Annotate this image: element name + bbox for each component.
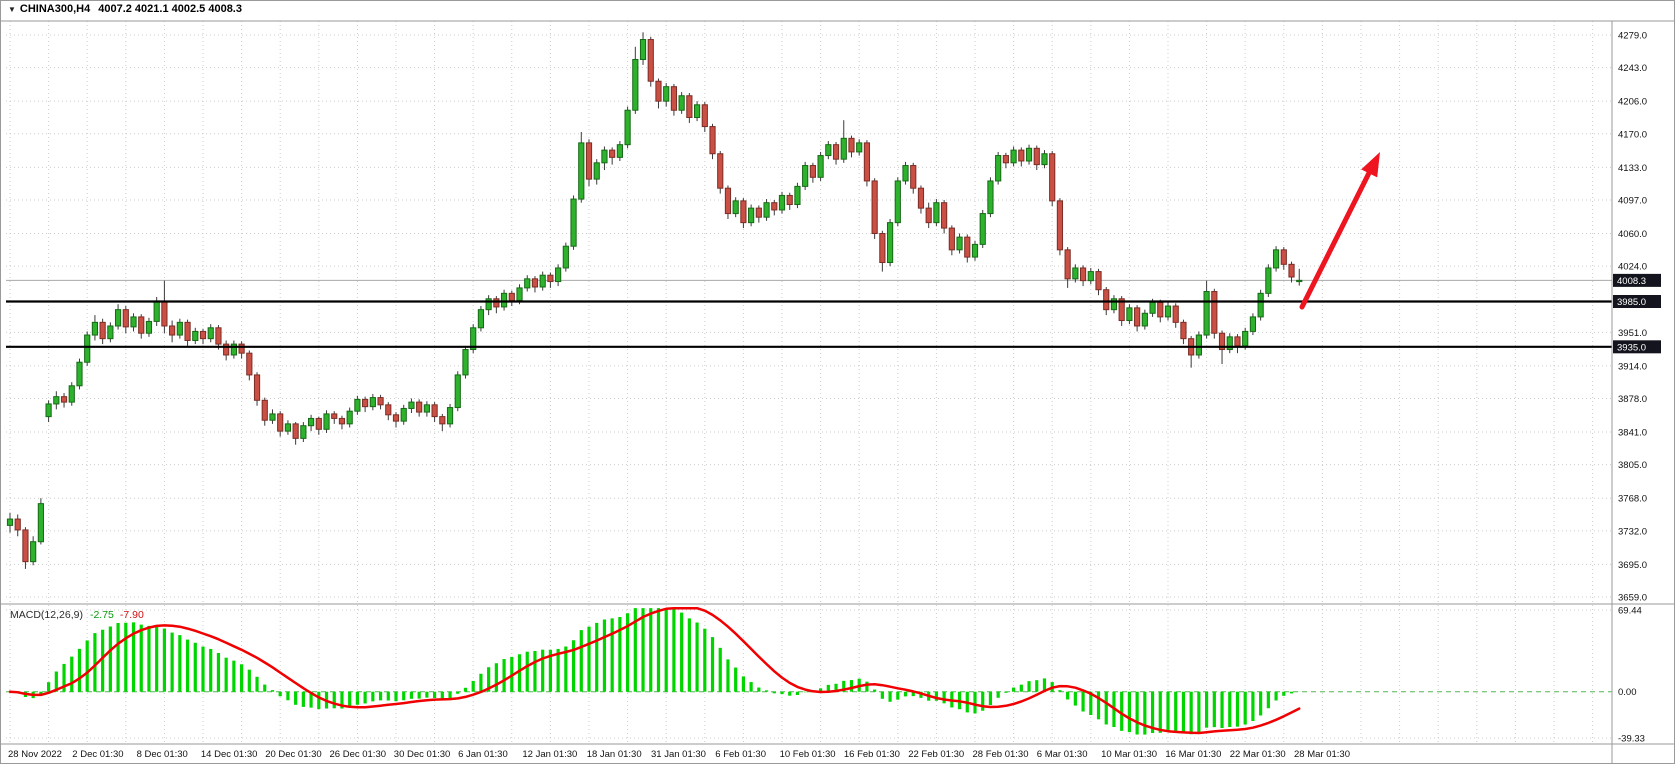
svg-text:16 Feb 01:30: 16 Feb 01:30 xyxy=(844,749,900,760)
macd-indicator-label: MACD(12,26,9) -2.75 -7.90 xyxy=(10,609,144,621)
level-price-badge-2: 3935.0 xyxy=(1613,340,1661,354)
svg-text:4243.0: 4243.0 xyxy=(1618,63,1647,74)
horizontal-level-lines[interactable] xyxy=(6,300,1612,348)
svg-text:-39.33: -39.33 xyxy=(1618,734,1645,745)
svg-text:26 Dec 01:30: 26 Dec 01:30 xyxy=(330,749,387,760)
svg-text:3841.0: 3841.0 xyxy=(1618,428,1647,439)
svg-text:22 Mar 01:30: 22 Mar 01:30 xyxy=(1230,749,1286,760)
current-price-badge: 4008.3 xyxy=(1613,273,1661,287)
trend-arrow[interactable] xyxy=(1299,152,1380,310)
svg-text:4206.0: 4206.0 xyxy=(1618,97,1647,108)
candles xyxy=(6,32,1303,569)
svg-text:28 Mar 01:30: 28 Mar 01:30 xyxy=(1294,749,1350,760)
svg-text:0.00: 0.00 xyxy=(1618,687,1637,698)
svg-text:3935.0: 3935.0 xyxy=(1617,342,1646,353)
macd-histogram xyxy=(16,608,1301,735)
svg-text:3985.0: 3985.0 xyxy=(1617,297,1646,308)
chart-title: ▼ CHINA300,H4 4007.2 4021.1 4002.5 4008.3 xyxy=(8,3,242,15)
svg-text:18 Jan 01:30: 18 Jan 01:30 xyxy=(587,749,642,760)
macd-signal-line xyxy=(8,606,1301,735)
svg-text:3768.0: 3768.0 xyxy=(1618,494,1647,505)
svg-text:3914.0: 3914.0 xyxy=(1618,361,1647,372)
svg-text:MACD(12,26,9)-2.75-7.90: MACD(12,26,9) -2.75 -7.90 xyxy=(10,609,144,621)
time-axis[interactable]: 28 Nov 2022 2 Dec 01:30 8 Dec 01:30 14 Dec … xyxy=(8,749,1350,760)
svg-text:12 Jan 01:30: 12 Jan 01:30 xyxy=(522,749,577,760)
svg-text:3951.0: 3951.0 xyxy=(1618,328,1647,339)
svg-text:8 Dec 01:30: 8 Dec 01:30 xyxy=(137,749,188,760)
grid-lines xyxy=(6,21,1612,744)
level-price-badge-1: 3985.0 xyxy=(1613,294,1661,308)
svg-text:28 Feb 01:30: 28 Feb 01:30 xyxy=(973,749,1029,760)
svg-text:10 Mar 01:30: 10 Mar 01:30 xyxy=(1101,749,1157,760)
svg-text:20 Dec 01:30: 20 Dec 01:30 xyxy=(265,749,322,760)
svg-text:10 Feb 01:30: 10 Feb 01:30 xyxy=(780,749,836,760)
svg-text:4060.0: 4060.0 xyxy=(1618,229,1647,240)
svg-text:6 Feb 01:30: 6 Feb 01:30 xyxy=(715,749,766,760)
svg-text:28 Nov 2022: 28 Nov 2022 xyxy=(8,749,62,760)
svg-text:4024.0: 4024.0 xyxy=(1618,262,1647,273)
svg-text:3695.0: 3695.0 xyxy=(1618,560,1647,571)
svg-text:4133.0: 4133.0 xyxy=(1618,163,1647,174)
svg-text:31 Jan 01:30: 31 Jan 01:30 xyxy=(651,749,706,760)
svg-text:14 Dec 01:30: 14 Dec 01:30 xyxy=(201,749,258,760)
svg-text:4008.3: 4008.3 xyxy=(1617,276,1646,287)
svg-text:16 Mar 01:30: 16 Mar 01:30 xyxy=(1165,749,1221,760)
svg-text:2 Dec 01:30: 2 Dec 01:30 xyxy=(72,749,123,760)
price-axis[interactable]: 4279.0 4243.0 4206.0 4170.0 4133.0 4097.0 4060… xyxy=(1618,31,1647,745)
symbol-dropdown-icon[interactable]: ▼ xyxy=(8,5,16,14)
svg-text:4170.0: 4170.0 xyxy=(1618,129,1647,140)
svg-text:3878.0: 3878.0 xyxy=(1618,394,1647,405)
svg-text:69.44: 69.44 xyxy=(1618,606,1642,617)
svg-text:3659.0: 3659.0 xyxy=(1618,593,1647,604)
svg-text:6 Mar 01:30: 6 Mar 01:30 xyxy=(1037,749,1088,760)
svg-text:30 Dec 01:30: 30 Dec 01:30 xyxy=(394,749,451,760)
price-badges: 4008.3 3985.0 3935.0 xyxy=(1613,273,1661,354)
svg-text:6 Jan 01:30: 6 Jan 01:30 xyxy=(458,749,508,760)
svg-text:4097.0: 4097.0 xyxy=(1618,195,1647,206)
svg-text:3805.0: 3805.0 xyxy=(1618,460,1647,471)
ohlc-readout: 4007.2 4021.1 4002.5 4008.3 xyxy=(98,3,242,15)
svg-text:4279.0: 4279.0 xyxy=(1618,31,1647,42)
symbol-timeframe-label: CHINA300,H4 xyxy=(19,3,91,15)
svg-text:3732.0: 3732.0 xyxy=(1618,526,1647,537)
svg-text:22 Feb 01:30: 22 Feb 01:30 xyxy=(908,749,964,760)
